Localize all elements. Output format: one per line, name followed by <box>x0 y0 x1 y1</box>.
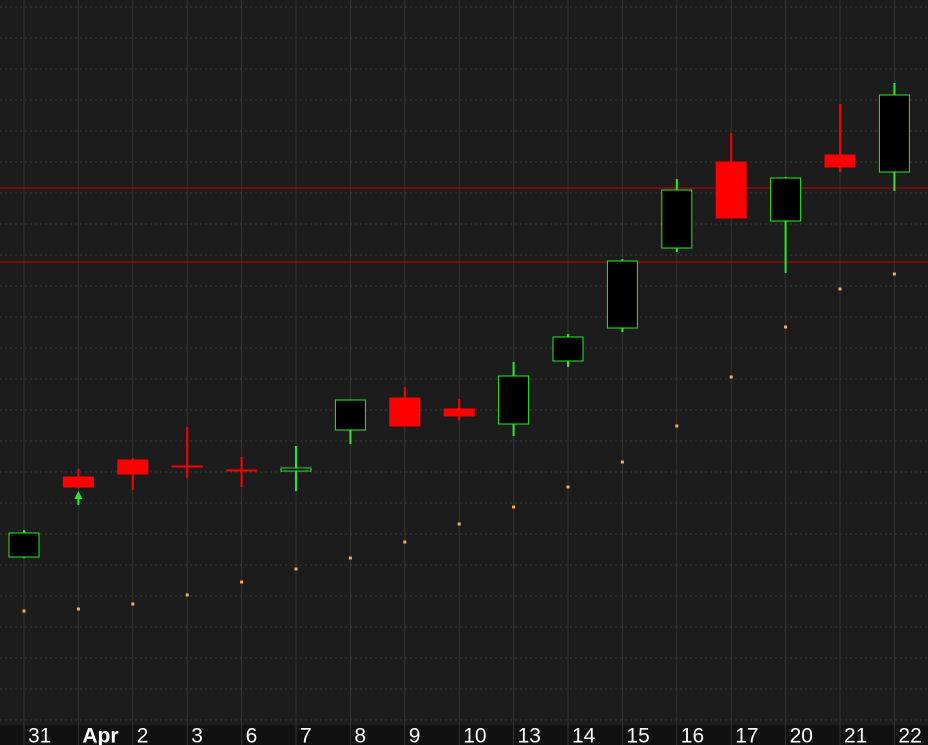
candle-body <box>498 375 530 425</box>
indicator-dot <box>131 602 135 606</box>
indicator-dot <box>892 272 896 276</box>
x-tick-label: Apr <box>82 725 118 745</box>
candle-body <box>715 161 747 219</box>
x-tick-label: 14 <box>572 725 596 745</box>
candle-body <box>334 399 366 431</box>
x-tick-label: 22 <box>898 725 921 745</box>
candle-body <box>661 189 693 249</box>
indicator-dot <box>838 287 842 291</box>
x-tick-label: 31 <box>28 725 51 745</box>
x-tick-label: 16 <box>681 725 704 745</box>
candle-body <box>117 459 149 475</box>
indicator-dot <box>729 375 733 379</box>
x-tick-label: 2 <box>137 725 149 745</box>
x-axis-band <box>0 725 928 745</box>
signal-arrow <box>74 491 83 505</box>
indicator-dot <box>675 424 679 428</box>
indicator-dot <box>784 325 788 329</box>
x-tick-label: 9 <box>409 725 421 745</box>
candle-body <box>552 336 584 362</box>
x-tick-label: 13 <box>518 725 541 745</box>
plot-background <box>0 0 928 725</box>
candle-body <box>389 397 421 427</box>
x-tick-label: 17 <box>735 725 758 745</box>
candle-body <box>62 476 94 488</box>
indicator-dot <box>294 567 298 571</box>
candle-body <box>878 94 910 173</box>
x-tick-label: 21 <box>844 725 867 745</box>
indicator-dot <box>512 505 516 509</box>
candle-body <box>280 467 312 472</box>
candle-body <box>824 154 856 168</box>
indicator-dot <box>22 609 26 613</box>
indicator-dot <box>566 485 570 489</box>
indicator-dot <box>240 580 244 584</box>
x-tick-label: 7 <box>300 725 312 745</box>
x-tick-label: 15 <box>626 725 649 745</box>
x-tick-label: 20 <box>790 725 813 745</box>
x-tick-label: 6 <box>246 725 258 745</box>
indicator-dot <box>76 607 80 611</box>
candle-body <box>8 532 40 558</box>
indicator-dot <box>185 593 189 597</box>
indicator-dot <box>403 540 407 544</box>
x-tick-label: 10 <box>463 725 486 745</box>
candle-body <box>226 469 258 472</box>
indicator-dot <box>348 556 352 560</box>
candle-body <box>443 408 475 417</box>
candle-body <box>770 177 802 222</box>
indicator-dot <box>620 460 624 464</box>
indicator-dot <box>457 522 461 526</box>
candle-body <box>171 465 203 468</box>
x-tick-label: 3 <box>191 725 203 745</box>
candle-body <box>606 260 638 329</box>
x-tick-label: 8 <box>354 725 366 745</box>
